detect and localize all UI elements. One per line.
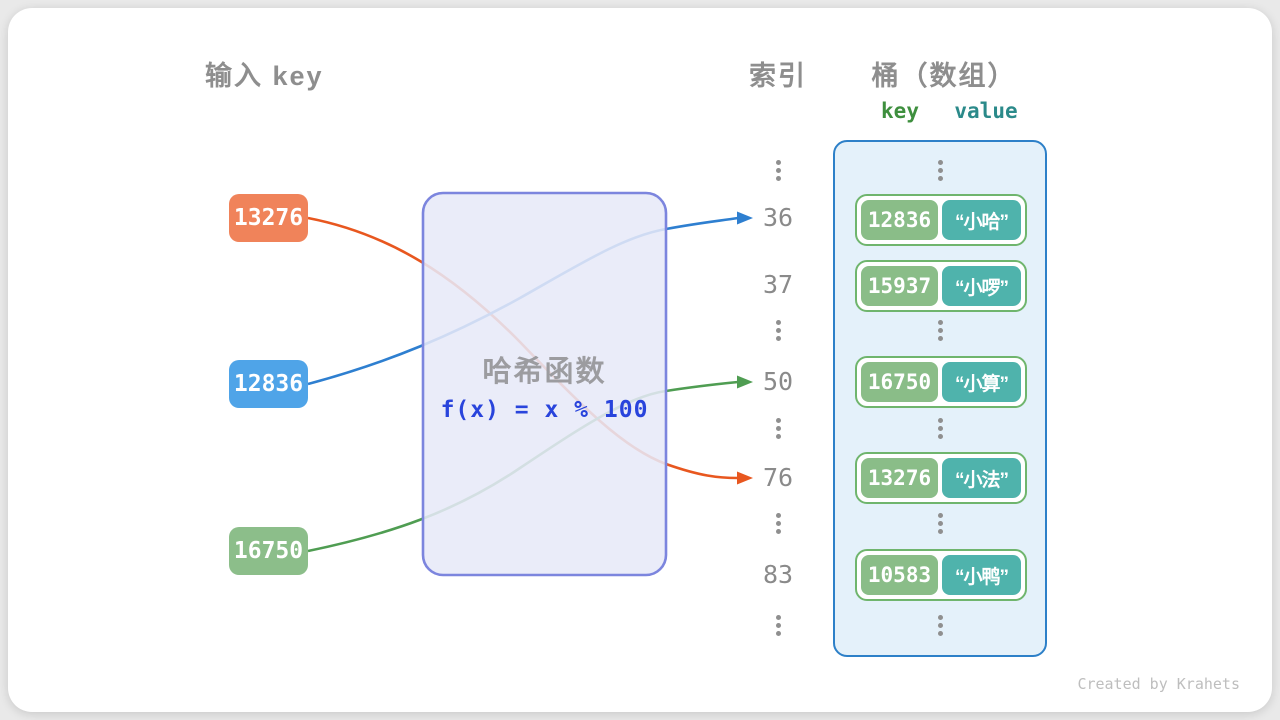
pair-value: “小啰” [942, 266, 1021, 306]
bucket-ellipsis-3 [937, 418, 943, 439]
pair-key: 15937 [861, 266, 938, 306]
index-column-title: 索引 [749, 61, 807, 91]
pair-key: 12836 [861, 200, 938, 240]
index-ellipsis-bottom [775, 615, 781, 636]
input-key-12836: 12836 [229, 360, 308, 408]
index-36: 36 [762, 203, 794, 232]
bucket-pair-13276: 13276 “小法” [855, 452, 1027, 504]
index-83: 83 [762, 560, 794, 589]
index-76: 76 [762, 463, 794, 492]
bucket-pair-12836: 12836 “小哈” [855, 194, 1027, 246]
pair-key: 10583 [861, 555, 938, 595]
hash-function-label: 哈希函数 [482, 356, 607, 388]
index-50: 50 [762, 367, 794, 396]
index-ellipsis-4 [775, 513, 781, 534]
index-ellipsis-3 [775, 418, 781, 439]
bucket-pair-15937: 15937 “小啰” [855, 260, 1027, 312]
bucket-ellipsis-4 [937, 513, 943, 534]
bucket-ellipsis-top [937, 160, 943, 181]
bucket-pair-10583: 10583 “小鸭” [855, 549, 1027, 601]
pair-value: “小法” [942, 458, 1021, 498]
bucket-ellipsis-bottom [937, 615, 943, 636]
input-key-title: 输入 key [205, 61, 324, 91]
input-key-16750: 16750 [229, 527, 308, 575]
bucket-pair-16750: 16750 “小算” [855, 356, 1027, 408]
bucket-ellipsis-2 [937, 320, 943, 341]
value-column-header: value [954, 99, 1018, 123]
index-ellipsis-top [775, 160, 781, 181]
pair-value: “小鸭” [942, 555, 1021, 595]
bucket-title: 桶（数组） [871, 61, 1017, 91]
key-column-header: key [881, 99, 919, 123]
pair-value: “小算” [942, 362, 1021, 402]
credit-text: Created by Krahets [1077, 675, 1240, 693]
pair-key: 16750 [861, 362, 938, 402]
pair-key: 13276 [861, 458, 938, 498]
input-key-13276: 13276 [229, 194, 308, 242]
index-37: 37 [762, 270, 794, 299]
pair-value: “小哈” [942, 200, 1021, 240]
index-ellipsis-2 [775, 320, 781, 341]
hash-function-formula: f(x) = x % 100 [440, 397, 649, 423]
